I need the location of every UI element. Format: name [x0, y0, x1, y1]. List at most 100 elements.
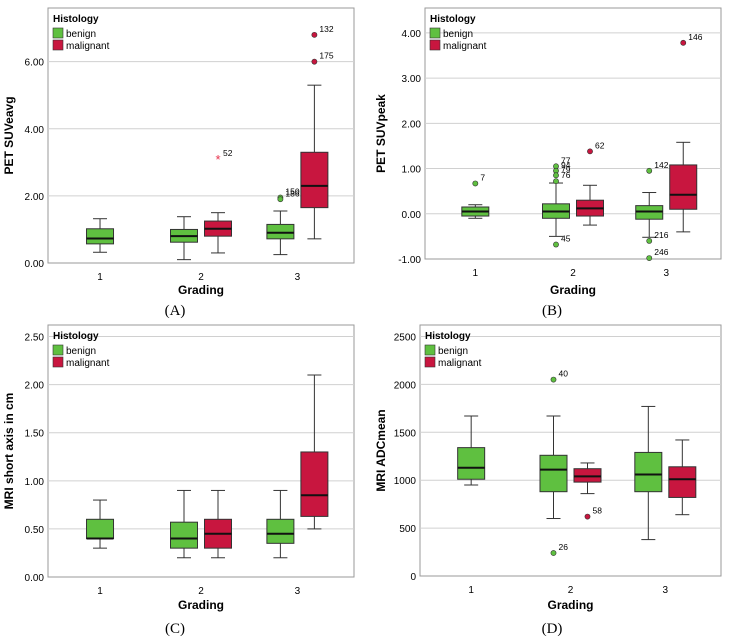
box-iqr	[300, 151, 329, 209]
y-tick-label: 0.00	[402, 210, 422, 221]
outlier-label: 246	[654, 247, 668, 257]
x-tick-label: 1	[473, 268, 479, 279]
x-tick-label: 3	[663, 268, 669, 279]
outlier-label: 216	[654, 230, 668, 240]
legend-label-benign: benign	[438, 346, 468, 357]
outlier-label: 146	[688, 32, 702, 42]
legend-label-malignant: malignant	[443, 41, 487, 52]
y-tick-label: 0.50	[25, 525, 45, 536]
legend-swatch-malignant	[429, 39, 441, 51]
outlier-label: 150	[285, 187, 299, 197]
y-tick-label: 1000	[394, 476, 417, 487]
box-iqr	[266, 223, 295, 240]
panel-caption: (B)	[542, 303, 562, 319]
x-tick-label: 1	[468, 585, 474, 596]
extreme-marker: *	[215, 152, 220, 167]
outlier-point	[277, 196, 284, 203]
outlier-point	[553, 178, 559, 185]
outlier-label: 175	[319, 51, 333, 61]
y-tick-label: 4.00	[402, 29, 422, 40]
box-benign-grade-3	[635, 192, 664, 238]
y-tick-label: 2.00	[402, 119, 422, 130]
y-tick-label: 2000	[394, 380, 417, 391]
legend-swatch-benign	[52, 344, 64, 356]
outlier-label: 40	[559, 369, 569, 379]
panel-caption: (D)	[542, 621, 563, 637]
box-iqr	[86, 228, 115, 245]
legend-swatch-malignant	[52, 356, 64, 368]
legend-swatch-benign	[424, 344, 436, 356]
outlier-label: 58	[593, 506, 603, 516]
outlier-label: 7	[480, 172, 485, 182]
outlier-label: 62	[595, 140, 605, 150]
y-tick-label: 1.00	[402, 165, 422, 176]
outlier-label: 94	[561, 160, 571, 170]
box-benign-grade-3	[266, 210, 295, 256]
box-malignant-grade-3	[300, 374, 329, 530]
x-axis-label: Grading	[178, 283, 224, 297]
outlier-label: 26	[559, 542, 569, 552]
legend-label-benign: benign	[443, 29, 473, 40]
legend-swatch-benign	[52, 27, 64, 39]
y-axis-label: MRI short axis in cm	[2, 393, 16, 510]
plot-area	[424, 7, 722, 260]
box-benign-grade-2	[539, 415, 568, 520]
legend-label-benign: benign	[66, 346, 96, 357]
box-benign-grade-3	[634, 405, 663, 541]
legend-label-benign: benign	[66, 29, 96, 40]
chart-panel-c: 0.00 0.50 1.00 1.50 2.00 2.50 1 2 3 Grading MRI sh…	[2, 324, 355, 637]
x-axis-label: Grading	[550, 283, 596, 297]
outlier-point	[584, 513, 591, 520]
x-tick-label: 1	[97, 586, 103, 597]
box-benign-grade-1	[86, 499, 115, 549]
box-malignant-grade-2	[204, 489, 232, 559]
outlier-label: 186	[285, 188, 299, 198]
legend-swatch-benign	[429, 27, 441, 39]
y-tick-label: 2.00	[25, 192, 45, 203]
outlier-label: 79	[561, 164, 571, 174]
outlier-label: 132	[319, 24, 333, 34]
outlier-label: 142	[654, 160, 668, 170]
y-tick-label: 4.00	[25, 125, 45, 136]
box-iqr	[266, 518, 295, 544]
outlier-point	[646, 167, 653, 174]
box-iqr	[669, 164, 698, 210]
outlier-point	[587, 148, 593, 155]
y-tick-label: 6.00	[25, 58, 45, 69]
chart-panel-b: -1.00 0.00 1.00 2.00 3.00 4.00 1 2 3 Grading PET S…	[374, 7, 722, 319]
x-tick-label: 1	[97, 272, 103, 283]
legend-label-malignant: malignant	[66, 41, 110, 52]
box-benign-grade-3	[266, 489, 295, 559]
x-tick-label: 3	[295, 586, 301, 597]
y-tick-label: 3.00	[402, 74, 422, 85]
legend-title: Histology	[425, 331, 471, 342]
box-benign-grade-1	[461, 204, 490, 219]
y-tick-label: 2.50	[25, 333, 45, 344]
panel-caption: (C)	[165, 621, 185, 637]
y-axis-label: PET SUVeavg	[2, 96, 16, 174]
x-tick-label: 2	[198, 586, 204, 597]
box-iqr	[457, 447, 486, 480]
legend-swatch-malignant	[52, 39, 64, 51]
outlier-label: 77	[561, 155, 571, 165]
box-iqr	[170, 521, 198, 549]
box-benign-grade-2	[170, 216, 198, 261]
outlier-point	[553, 172, 559, 179]
legend-swatch-malignant	[424, 356, 436, 368]
box-malignant-grade-3	[300, 84, 329, 240]
y-tick-label: 2.00	[25, 381, 45, 392]
outlier-point	[472, 180, 479, 187]
y-tick-label: 1.50	[25, 429, 45, 440]
box-malignant-grade-2	[204, 212, 232, 254]
box-iqr	[668, 466, 697, 498]
legend-title: Histology	[53, 14, 99, 25]
outlier-label: 76	[561, 170, 571, 180]
y-tick-label: 1.00	[25, 477, 45, 488]
x-tick-label: 2	[198, 272, 204, 283]
x-tick-label: 2	[568, 585, 574, 596]
outlier-point	[311, 31, 318, 38]
x-tick-label: 3	[295, 272, 301, 283]
